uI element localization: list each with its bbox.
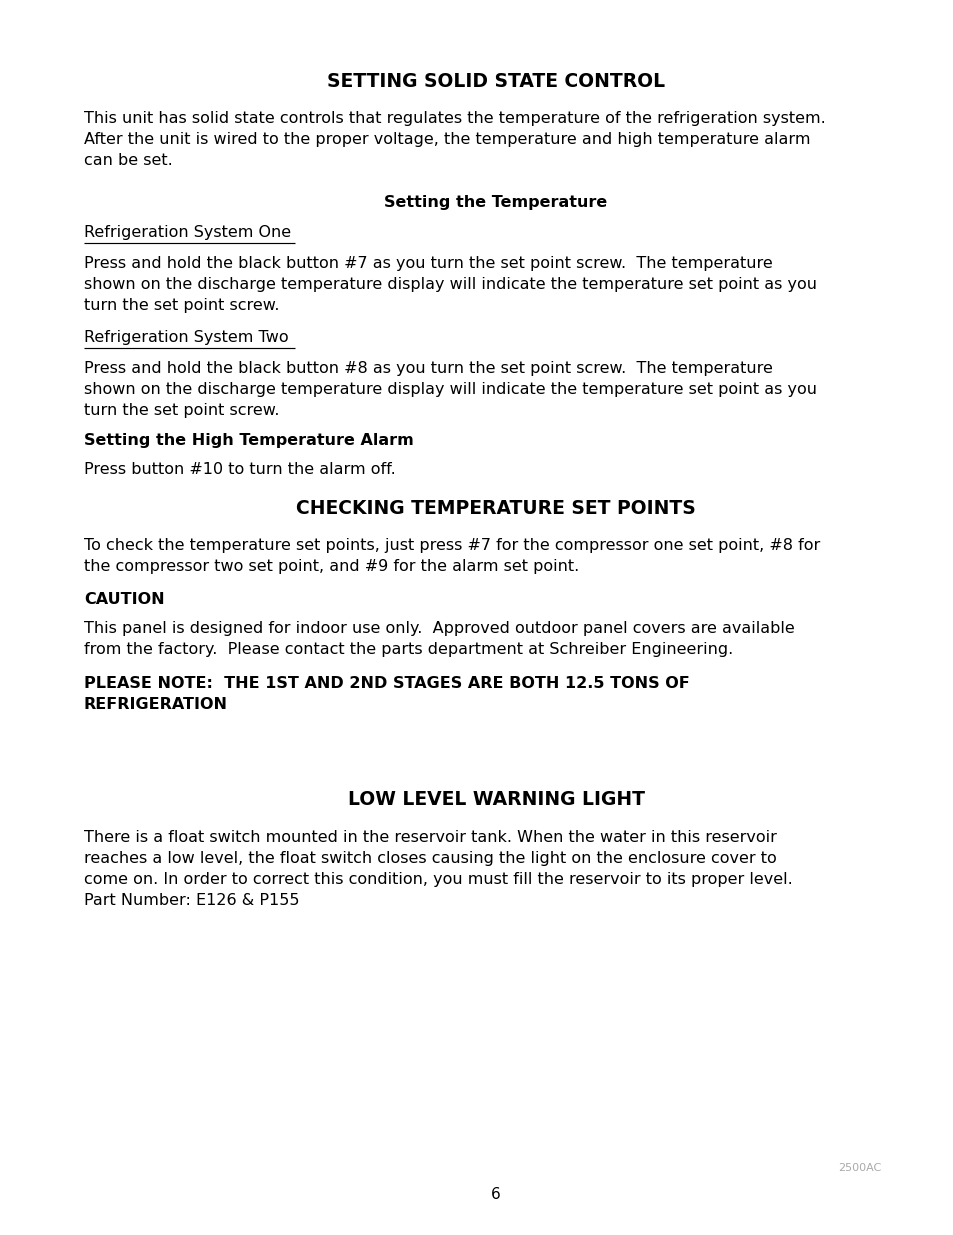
Text: CAUTION: CAUTION: [84, 592, 165, 606]
Text: To check the temperature set points, just press #7 for the compressor one set po: To check the temperature set points, jus…: [84, 538, 820, 553]
Text: Refrigeration System Two: Refrigeration System Two: [84, 330, 288, 345]
Text: shown on the discharge temperature display will indicate the temperature set poi: shown on the discharge temperature displ…: [84, 382, 816, 396]
Text: SETTING SOLID STATE CONTROL: SETTING SOLID STATE CONTROL: [327, 72, 664, 90]
Text: This panel is designed for indoor use only.  Approved outdoor panel covers are a: This panel is designed for indoor use on…: [84, 621, 794, 636]
Text: LOW LEVEL WARNING LIGHT: LOW LEVEL WARNING LIGHT: [347, 790, 644, 809]
Text: After the unit is wired to the proper voltage, the temperature and high temperat: After the unit is wired to the proper vo…: [84, 132, 810, 147]
Text: come on. In order to correct this condition, you must fill the reservoir to its : come on. In order to correct this condit…: [84, 872, 792, 887]
Text: PLEASE NOTE:  THE 1ST AND 2ND STAGES ARE BOTH 12.5 TONS OF: PLEASE NOTE: THE 1ST AND 2ND STAGES ARE …: [84, 676, 689, 690]
Text: REFRIGERATION: REFRIGERATION: [84, 697, 228, 711]
Text: Part Number: E126 & P155: Part Number: E126 & P155: [84, 893, 299, 908]
Text: shown on the discharge temperature display will indicate the temperature set poi: shown on the discharge temperature displ…: [84, 277, 816, 291]
Text: Press and hold the black button #7 as you turn the set point screw.  The tempera: Press and hold the black button #7 as yo…: [84, 256, 772, 270]
Text: Setting the Temperature: Setting the Temperature: [384, 195, 607, 210]
Text: Press button #10 to turn the alarm off.: Press button #10 to turn the alarm off.: [84, 462, 395, 477]
Text: This unit has solid state controls that regulates the temperature of the refrige: This unit has solid state controls that …: [84, 111, 825, 126]
Text: CHECKING TEMPERATURE SET POINTS: CHECKING TEMPERATURE SET POINTS: [295, 499, 696, 517]
Text: Refrigeration System One: Refrigeration System One: [84, 225, 291, 240]
Text: the compressor two set point, and #9 for the alarm set point.: the compressor two set point, and #9 for…: [84, 559, 578, 574]
Text: Setting the High Temperature Alarm: Setting the High Temperature Alarm: [84, 433, 414, 448]
Text: turn the set point screw.: turn the set point screw.: [84, 298, 279, 312]
Text: 2500AC: 2500AC: [838, 1163, 881, 1173]
Text: can be set.: can be set.: [84, 153, 172, 168]
Text: turn the set point screw.: turn the set point screw.: [84, 403, 279, 417]
Text: Press and hold the black button #8 as you turn the set point screw.  The tempera: Press and hold the black button #8 as yo…: [84, 361, 772, 375]
Text: 6: 6: [491, 1187, 500, 1202]
Text: reaches a low level, the float switch closes causing the light on the enclosure : reaches a low level, the float switch cl…: [84, 851, 776, 866]
Text: There is a float switch mounted in the reservoir tank. When the water in this re: There is a float switch mounted in the r…: [84, 830, 776, 845]
Text: from the factory.  Please contact the parts department at Schreiber Engineering.: from the factory. Please contact the par…: [84, 642, 733, 657]
